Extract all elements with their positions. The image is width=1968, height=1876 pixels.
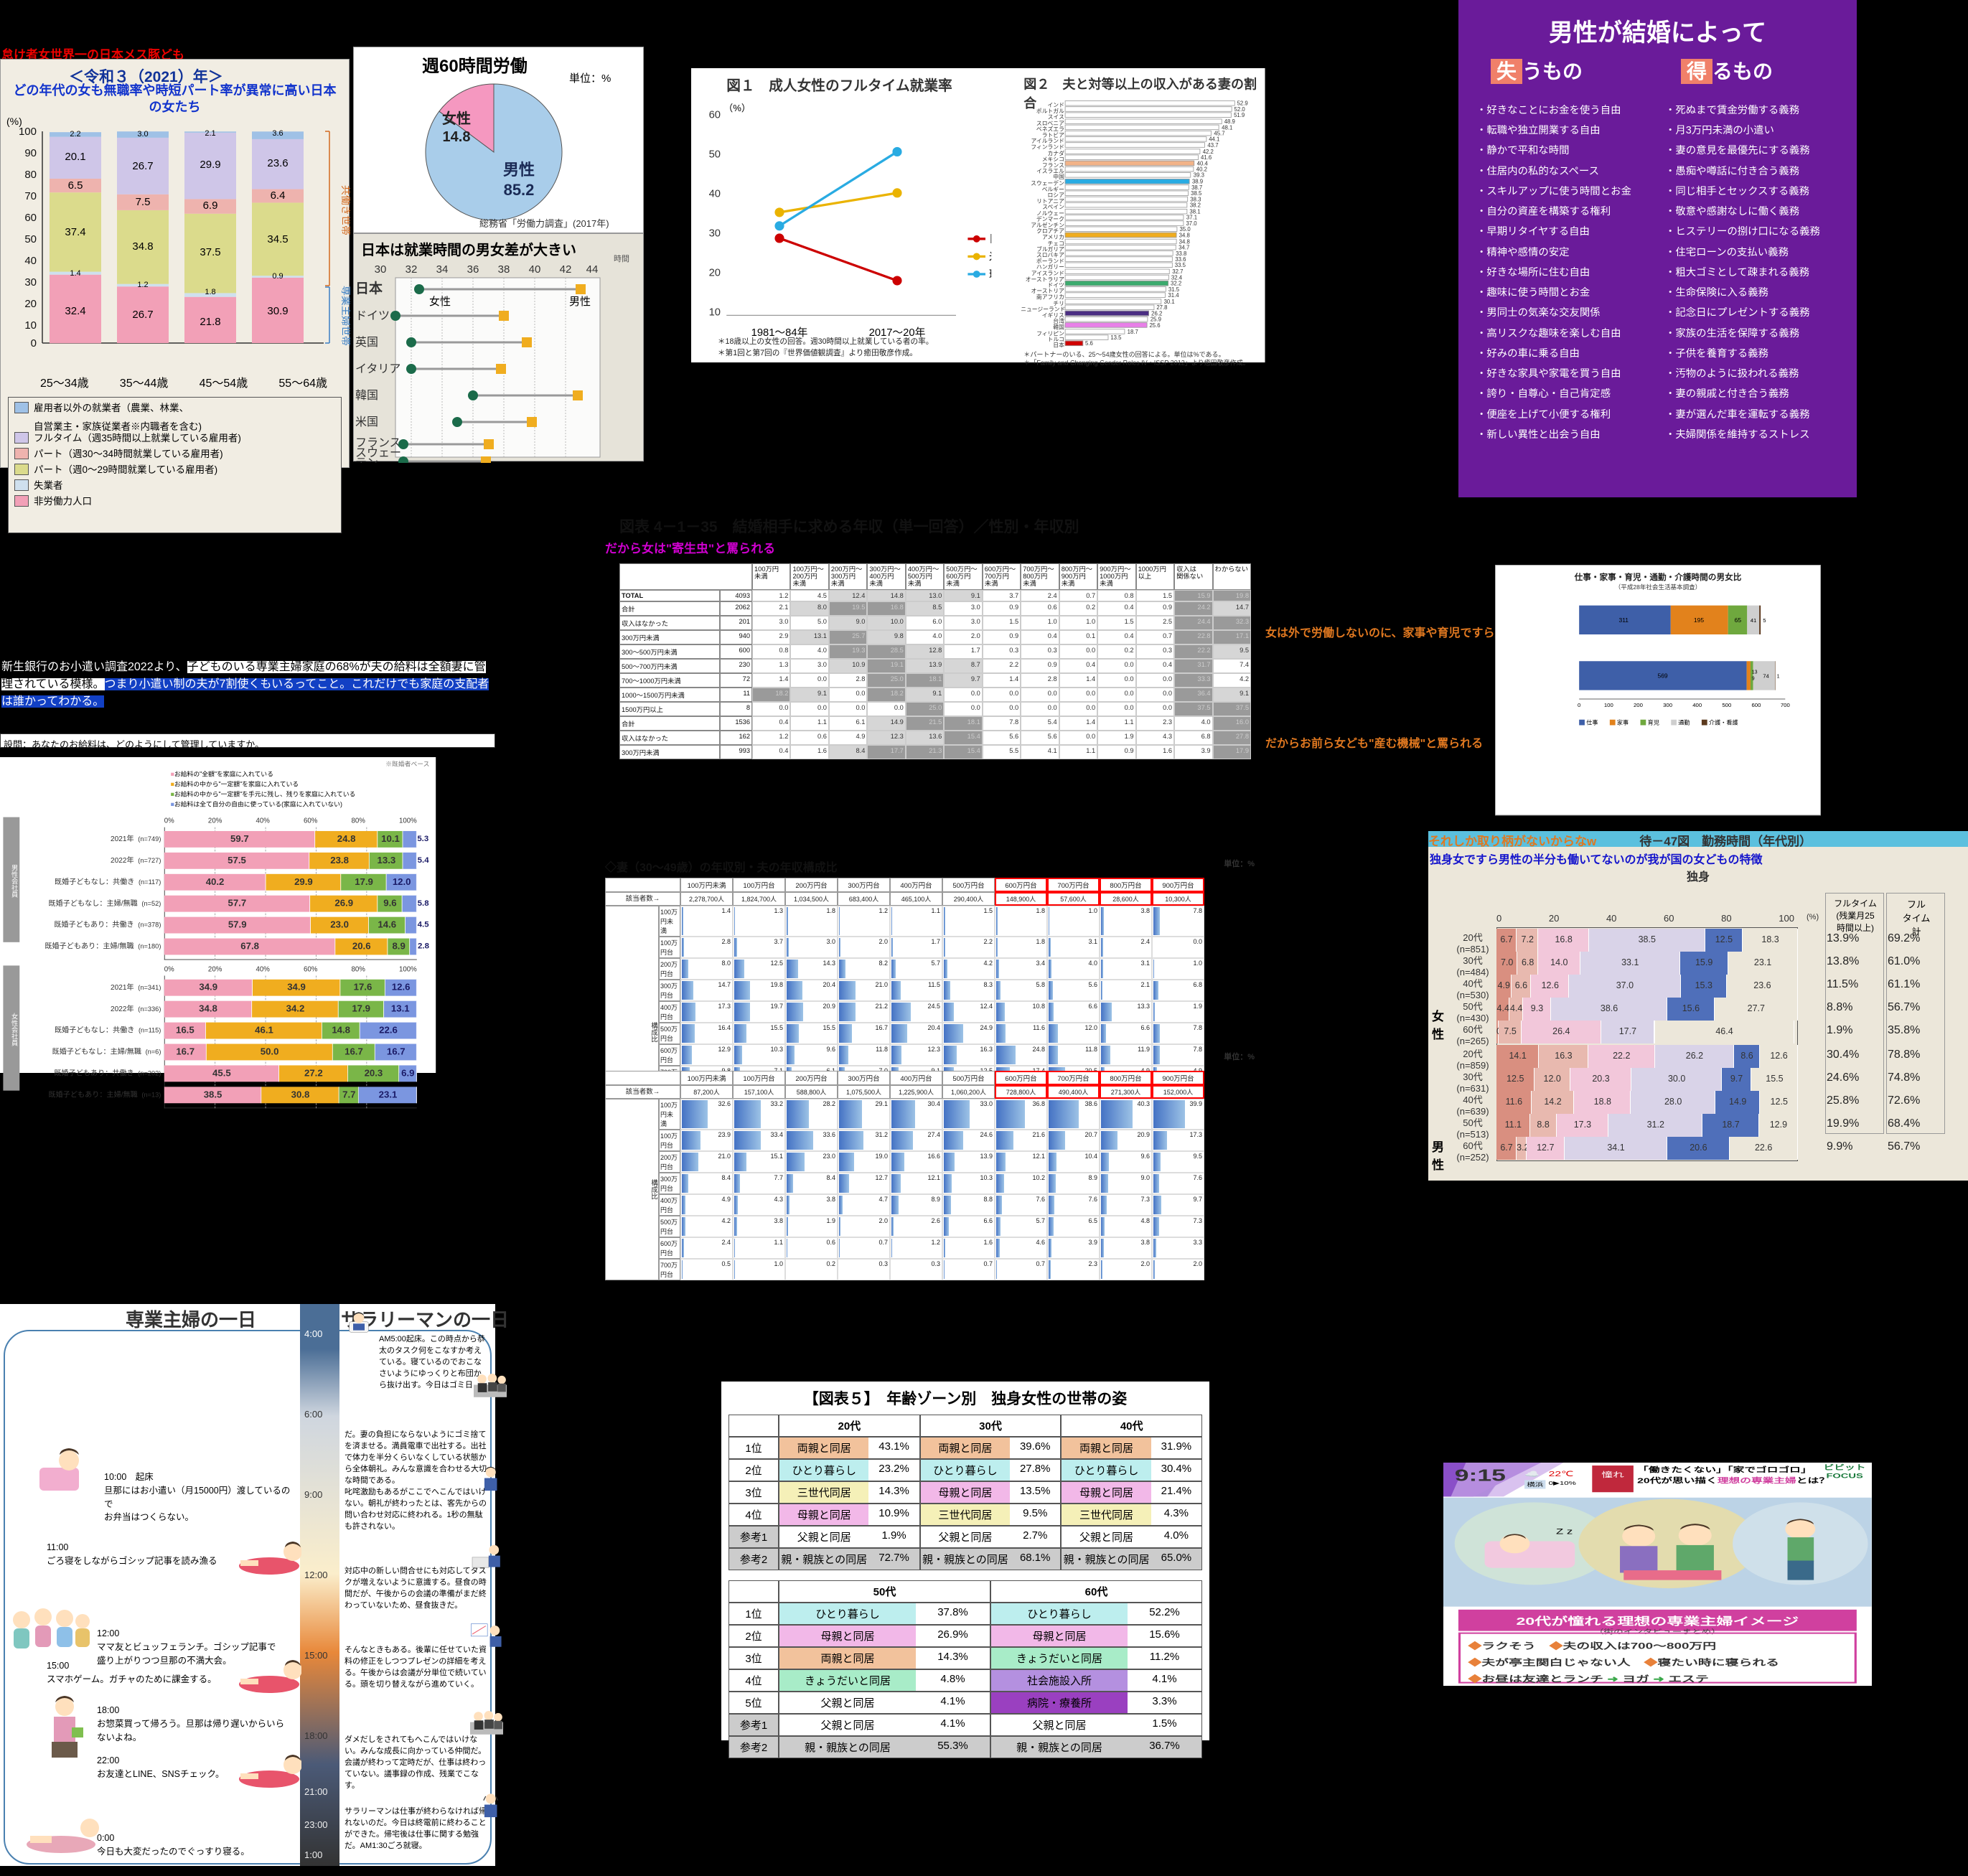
svg-text:700: 700 bbox=[1781, 702, 1790, 708]
svg-text:34: 34 bbox=[436, 263, 449, 276]
svg-text:2.1: 2.1 bbox=[205, 129, 215, 138]
svg-text:6.9: 6.9 bbox=[203, 200, 218, 212]
svg-text:44: 44 bbox=[586, 263, 599, 276]
svg-text:40: 40 bbox=[709, 189, 721, 200]
svg-text:韓国: 韓国 bbox=[355, 389, 378, 402]
svg-text:日: 日 bbox=[989, 234, 991, 245]
svg-text:40: 40 bbox=[24, 255, 37, 267]
svg-text:10: 10 bbox=[24, 319, 37, 332]
svg-text:26.7: 26.7 bbox=[132, 309, 153, 321]
svg-text:通勤: 通勤 bbox=[1678, 719, 1690, 726]
svg-text:男性: 男性 bbox=[569, 296, 591, 308]
svg-text:20.1: 20.1 bbox=[65, 151, 85, 163]
svg-text:32: 32 bbox=[406, 263, 418, 276]
svg-text:英国: 英国 bbox=[355, 336, 378, 349]
svg-text:1.2: 1.2 bbox=[137, 281, 148, 289]
svg-text:90: 90 bbox=[24, 147, 37, 159]
svg-text:30: 30 bbox=[709, 228, 721, 240]
svg-text:60: 60 bbox=[709, 110, 721, 121]
svg-text:30.9: 30.9 bbox=[267, 305, 288, 317]
svg-text:21.8: 21.8 bbox=[200, 316, 220, 328]
svg-text:569: 569 bbox=[1657, 672, 1667, 680]
svg-text:65: 65 bbox=[1735, 616, 1742, 624]
svg-text:6.5: 6.5 bbox=[68, 179, 83, 192]
svg-text:40: 40 bbox=[529, 263, 541, 276]
svg-text:500: 500 bbox=[1722, 702, 1731, 708]
svg-text:26.7: 26.7 bbox=[132, 160, 153, 172]
svg-text:瑞典: 瑞典 bbox=[989, 268, 991, 281]
svg-text:300: 300 bbox=[1663, 702, 1672, 708]
svg-text:1.8: 1.8 bbox=[205, 288, 215, 296]
svg-text:30: 30 bbox=[375, 263, 387, 276]
svg-text:0.9: 0.9 bbox=[272, 272, 283, 281]
svg-text:女性: 女性 bbox=[442, 110, 471, 127]
svg-text:195: 195 bbox=[1694, 616, 1704, 624]
svg-text:介護・看護: 介護・看護 bbox=[1709, 719, 1738, 726]
svg-text:（%）: （%） bbox=[723, 103, 751, 113]
svg-text:23.6: 23.6 bbox=[267, 157, 288, 169]
svg-text:6.4: 6.4 bbox=[271, 189, 286, 202]
svg-text:家事: 家事 bbox=[1617, 719, 1629, 726]
svg-text:共働き世帯: 共働き世帯 bbox=[340, 185, 350, 235]
svg-text:3.6: 3.6 bbox=[272, 129, 283, 138]
svg-text:3.0: 3.0 bbox=[137, 130, 148, 139]
svg-text:34.8: 34.8 bbox=[132, 240, 153, 253]
svg-text:50: 50 bbox=[709, 149, 721, 161]
svg-text:38: 38 bbox=[498, 263, 510, 276]
svg-text:イタリア: イタリア bbox=[355, 362, 400, 375]
svg-text:200: 200 bbox=[1634, 702, 1643, 708]
svg-text:米: 米 bbox=[989, 250, 991, 263]
svg-text:311: 311 bbox=[1618, 616, 1629, 624]
svg-text:60: 60 bbox=[24, 212, 37, 224]
svg-text:専業主婦世帯: 専業主婦世帯 bbox=[340, 286, 350, 346]
svg-text:41: 41 bbox=[1751, 617, 1757, 624]
svg-text:29.9: 29.9 bbox=[200, 159, 220, 171]
svg-text:13: 13 bbox=[1752, 670, 1758, 675]
svg-text:7.5: 7.5 bbox=[136, 196, 151, 208]
svg-text:仕事: 仕事 bbox=[1586, 719, 1598, 726]
svg-text:1.4: 1.4 bbox=[70, 269, 80, 278]
svg-text:14.8: 14.8 bbox=[443, 129, 471, 145]
svg-text:Z z: Z z bbox=[1556, 1526, 1573, 1535]
svg-text:0: 0 bbox=[31, 337, 37, 350]
svg-text:100: 100 bbox=[19, 128, 37, 138]
svg-text:70: 70 bbox=[24, 190, 37, 202]
svg-text:34.5: 34.5 bbox=[267, 233, 288, 245]
svg-text:ドイツ: ドイツ bbox=[355, 310, 390, 322]
svg-text:30: 30 bbox=[24, 276, 37, 289]
svg-text:37.5: 37.5 bbox=[200, 246, 220, 258]
svg-text:米国: 米国 bbox=[355, 416, 378, 428]
svg-text:20: 20 bbox=[24, 298, 37, 310]
svg-text:20: 20 bbox=[709, 267, 721, 278]
svg-text:50: 50 bbox=[24, 233, 37, 245]
svg-text:5: 5 bbox=[1763, 617, 1766, 624]
svg-text:女性: 女性 bbox=[429, 295, 451, 308]
svg-text:37.4: 37.4 bbox=[65, 226, 85, 238]
svg-text:400: 400 bbox=[1692, 702, 1702, 708]
svg-text:男性: 男性 bbox=[503, 161, 535, 179]
svg-text:74: 74 bbox=[1763, 673, 1769, 680]
svg-text:36: 36 bbox=[467, 263, 479, 276]
svg-text:80: 80 bbox=[24, 169, 37, 181]
svg-text:日本: 日本 bbox=[355, 280, 383, 296]
svg-text:0: 0 bbox=[1578, 702, 1580, 708]
svg-text:9: 9 bbox=[1752, 677, 1755, 682]
svg-text:2.2: 2.2 bbox=[70, 130, 80, 139]
svg-text:42: 42 bbox=[560, 263, 572, 276]
svg-text:1: 1 bbox=[1777, 675, 1780, 680]
svg-text:85.2: 85.2 bbox=[504, 181, 535, 199]
svg-text:100: 100 bbox=[1604, 702, 1613, 708]
svg-text:テン: テン bbox=[355, 457, 378, 463]
svg-text:育児: 育児 bbox=[1648, 719, 1659, 726]
svg-text:32.4: 32.4 bbox=[65, 305, 85, 317]
svg-text:10: 10 bbox=[709, 306, 721, 318]
svg-text:600: 600 bbox=[1751, 702, 1761, 708]
